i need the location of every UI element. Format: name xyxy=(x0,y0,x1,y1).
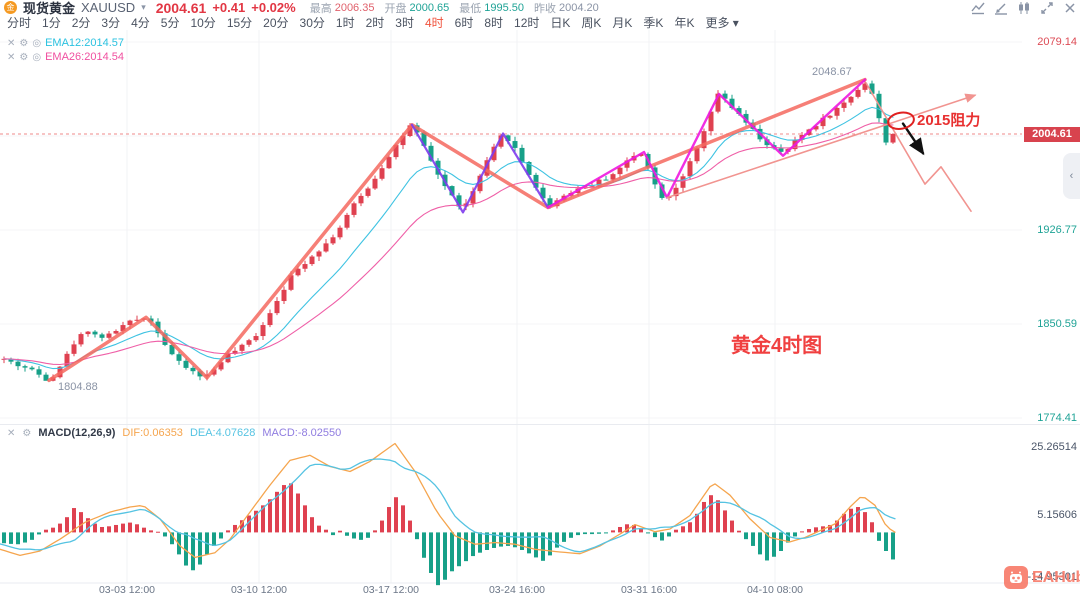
remove-icon[interactable]: ✕ xyxy=(7,37,16,49)
low-price-label: 1804.88 xyxy=(58,381,98,393)
chevron-left-icon: ‹ xyxy=(1069,170,1074,182)
indicator-line-icon[interactable] xyxy=(970,1,986,15)
fullscreen-icon[interactable] xyxy=(1039,1,1055,15)
candlestick-style-icon[interactable] xyxy=(1016,1,1032,15)
macd-hist-value: MACD:-8.02550 xyxy=(262,427,342,439)
ema26-value: EMA26:2014.54 xyxy=(45,51,124,63)
current-price-badge: 2004.61 xyxy=(1024,127,1080,142)
date-tick-label: 03-03 12:00 xyxy=(98,584,156,596)
settings-gear-icon[interactable]: ⚙ xyxy=(19,37,29,49)
symbol-dropdown-caret[interactable]: ▾ xyxy=(141,2,146,12)
timeframe-4时[interactable]: 4时 xyxy=(424,16,444,30)
date-tick-label: 04-10 08:00 xyxy=(746,584,804,596)
timeframe-月K[interactable]: 月K xyxy=(612,16,633,30)
timeframe-3分[interactable]: 3分 xyxy=(101,16,121,30)
timeframe-1分[interactable]: 1分 xyxy=(42,16,61,30)
visibility-eye-icon[interactable]: ◎ xyxy=(32,51,42,63)
timeframe-分时[interactable]: 分时 xyxy=(7,16,32,30)
axis-label: 25.26514 xyxy=(1031,441,1077,453)
timeframe-4分[interactable]: 4分 xyxy=(131,16,150,30)
axis-label: 5.15606 xyxy=(1037,509,1077,521)
timeframe-更多[interactable]: 更多 ▾ xyxy=(705,16,739,30)
stat-item: 开盘 2000.65 xyxy=(384,1,450,15)
symbol-name: 现货黄金 xyxy=(23,1,76,16)
timeframe-6时[interactable]: 6时 xyxy=(454,16,474,30)
price-change: +0.41 xyxy=(212,0,246,15)
timeframe-30分[interactable]: 30分 xyxy=(299,16,325,30)
ema12-value: EMA12:2014.57 xyxy=(45,37,124,49)
remove-icon[interactable]: ✕ xyxy=(7,51,16,63)
timeframe-10分[interactable]: 10分 xyxy=(190,16,216,30)
chart-title-annotation: 黄金4时图 xyxy=(731,335,823,357)
timeframe-3时[interactable]: 3时 xyxy=(395,16,414,30)
resistance-annotation: 2015阻力 xyxy=(917,112,981,129)
gold-logo-icon: 金 xyxy=(4,1,17,14)
settings-gear-icon[interactable]: ⚙ xyxy=(19,51,29,63)
date-tick-label: 03-10 12:00 xyxy=(230,584,288,596)
settings-gear-icon[interactable]: ⚙ xyxy=(22,427,32,439)
chart-toolbar xyxy=(970,1,1078,15)
stat-item: 昨收 2004.20 xyxy=(534,1,599,15)
collapse-panel-handle[interactable]: ‹ xyxy=(1063,153,1080,199)
stat-item: 最高 2006.35 xyxy=(309,1,375,15)
timeframe-15分[interactable]: 15分 xyxy=(226,16,253,30)
timeframe-20分[interactable]: 20分 xyxy=(263,16,289,30)
timeframe-2时[interactable]: 2时 xyxy=(365,16,385,30)
timeframe-12时[interactable]: 12时 xyxy=(514,16,540,30)
axis-label: 1850.59 xyxy=(1037,318,1077,330)
date-tick-label: 03-17 12:00 xyxy=(362,584,420,596)
timeframe-日K[interactable]: 日K xyxy=(550,16,571,30)
macd-dif-value: DIF:0.06353 xyxy=(122,427,183,439)
remove-icon[interactable]: ✕ xyxy=(7,427,16,439)
close-icon[interactable] xyxy=(1062,1,1078,15)
timeframe-周K[interactable]: 周K xyxy=(581,16,602,30)
ohlc-stats: 最高 2006.35 开盘 2000.65 最低 1995.50 昨收 2004.20 xyxy=(310,0,599,16)
price-change-pct: +0.02% xyxy=(251,0,296,15)
symbol-header: 金 现货黄金 XAUUSD ▾ 2004.61 +0.41 +0.02% 最高 2… xyxy=(0,0,1080,16)
stat-item: 最低 1995.50 xyxy=(459,1,524,15)
visibility-eye-icon[interactable]: ◎ xyxy=(32,37,42,49)
axis-label: 1774.41 xyxy=(1037,412,1077,424)
date-tick-label: 03-31 16:00 xyxy=(620,584,678,596)
last-price: 2004.61 xyxy=(155,0,207,16)
timeframe-2分[interactable]: 2分 xyxy=(71,16,91,30)
date-tick-label: 03-24 16:00 xyxy=(488,584,546,596)
ema12-legend: ✕ ⚙ ◎ EMA12:2014.57 xyxy=(7,37,124,49)
symbol-code: XAUUSD xyxy=(81,0,136,15)
timeframe-5分[interactable]: 5分 xyxy=(160,16,180,30)
timeframe-季K[interactable]: 季K xyxy=(643,16,664,30)
macd-dea-value: DEA:4.07628 xyxy=(189,427,256,439)
draw-pencil-icon[interactable] xyxy=(993,1,1009,15)
timeframe-1时[interactable]: 1时 xyxy=(335,16,355,30)
watermark-text: EAHub xyxy=(1032,568,1080,586)
macd-legend: ✕ ⚙ MACD(12,26,9) DIF:0.06353 DEA:4.0762… xyxy=(7,427,341,439)
timeframe-年K[interactable]: 年K xyxy=(674,16,695,30)
peak-price-label: 2048.67 xyxy=(812,66,852,78)
timeframe-8时[interactable]: 8时 xyxy=(484,16,504,30)
ema26-legend: ✕ ⚙ ◎ EMA26:2014.54 xyxy=(7,51,124,63)
axis-label: 1926.77 xyxy=(1037,224,1077,236)
timeframe-bar: 分时 1分 2分 3分 4分 5分 10分 15分 20分 30分 1时 2时 3时 4时 6时 8时 12时日… xyxy=(0,15,1080,30)
axis-label: 2079.14 xyxy=(1037,36,1077,48)
macd-title: MACD(12,26,9) xyxy=(38,427,116,439)
robot-logo-icon xyxy=(1004,566,1028,589)
watermark: EAHub xyxy=(1004,566,1080,589)
axis-label: -14.95301 xyxy=(1027,571,1077,583)
